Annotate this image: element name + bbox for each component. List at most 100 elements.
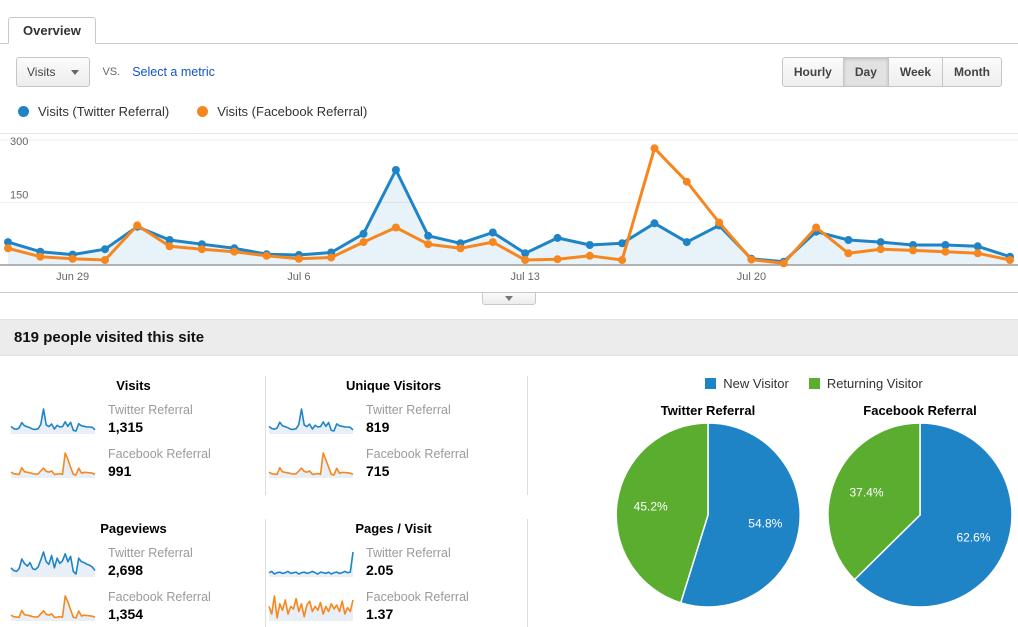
granularity-hourly[interactable]: Hourly: [781, 57, 844, 87]
legend-label: Returning Visitor: [826, 376, 923, 391]
unique-twitter-sparkline: [268, 408, 354, 434]
svg-text:300: 300: [10, 136, 28, 148]
legend-item-new-visitor: New Visitor: [705, 376, 789, 391]
pages-visit-twitter-sparkline: [268, 551, 354, 577]
svg-text:45.2%: 45.2%: [634, 499, 668, 513]
metric-block-pageviews: Pageviews Twitter Referral 2,698 Faceboo…: [8, 519, 266, 627]
metric-label: Facebook Referral: [108, 447, 211, 461]
metric-label: Facebook Referral: [366, 590, 469, 604]
metric-value: 819: [366, 419, 390, 435]
metric-value: 1,315: [108, 419, 144, 435]
metric-value: 991: [108, 463, 132, 479]
svg-text:Jul 13: Jul 13: [511, 271, 540, 283]
divider: [0, 133, 1018, 134]
metric-texts: Twitter Referral 819: [366, 403, 451, 435]
metric-title: Pageviews: [100, 521, 167, 536]
legend-dot-icon: [197, 106, 209, 117]
pageviews-twitter-sparkline: [10, 551, 96, 577]
chevron-down-icon: [71, 69, 80, 75]
chart-area: 150 300 Jun 29 Jul 6 Jul 13 Jul 20: [0, 134, 1018, 307]
metric-value: 2.05: [366, 562, 394, 578]
legend-label: Visits (Facebook Referral): [217, 104, 368, 119]
metric-selector-value: Visits: [27, 65, 56, 79]
twitter-visitor-type-pie: 54.8% 45.2%: [615, 422, 801, 608]
granularity-month[interactable]: Month: [943, 57, 1002, 87]
metric-row: Facebook Referral 1.37: [268, 590, 521, 622]
overview-metrics-section: Visits Twitter Referral 1,315 Facebook R…: [0, 356, 1018, 627]
metric-block-unique-visitors: Unique Visitors Twitter Referral 819 Fac…: [266, 376, 528, 495]
legend-label: Visits (Twitter Referral): [38, 104, 170, 119]
chevron-down-icon: [505, 296, 513, 301]
series-legend: Visits (Twitter Referral) Visits (Facebo…: [0, 87, 1018, 133]
granularity-toggle: Hourly Day Week Month: [781, 57, 1002, 87]
metric-row: Twitter Referral 2,698: [10, 546, 259, 578]
svg-text:150: 150: [10, 190, 28, 202]
legend-item-twitter: Visits (Twitter Referral): [18, 104, 169, 119]
metric-label: Twitter Referral: [366, 546, 451, 560]
metric-label: Facebook Referral: [366, 447, 469, 461]
metric-title: Unique Visitors: [345, 378, 442, 393]
legend-dot-icon: [18, 106, 29, 117]
visits-twitter-sparkline: [10, 408, 96, 434]
svg-text:Jul 20: Jul 20: [737, 271, 766, 283]
twitter-pie-box: Twitter Referral 54.8% 45.2%: [608, 403, 808, 615]
metric-row: Facebook Referral 715: [268, 447, 521, 479]
visitor-type-panel: New Visitor Returning Visitor Twitter Re…: [528, 376, 1018, 627]
metric-value: 1.37: [366, 606, 394, 622]
facebook-visitor-type-pie: 62.6% 37.4%: [827, 422, 1013, 608]
metric-title: Visits: [116, 378, 151, 393]
legend-label: New Visitor: [723, 376, 789, 391]
legend-item-returning-visitor: Returning Visitor: [808, 376, 923, 391]
metric-label: Facebook Referral: [108, 590, 211, 604]
pageviews-facebook-sparkline: [10, 595, 96, 621]
metric-value: 1,354: [108, 606, 144, 622]
visitor-type-legend: New Visitor Returning Visitor: [608, 376, 1018, 391]
metric-row: Twitter Referral 819: [268, 403, 521, 435]
visits-facebook-sparkline: [10, 452, 96, 478]
metric-row: Twitter Referral 2.05: [268, 546, 521, 578]
metric-texts: Twitter Referral 2.05: [366, 546, 451, 578]
pie-title: Facebook Referral: [863, 403, 977, 418]
tab-bar: Overview: [0, 0, 1018, 44]
svg-text:Jun 29: Jun 29: [56, 271, 89, 283]
metric-value: 715: [366, 463, 390, 479]
tab-overview-label: Overview: [23, 23, 81, 38]
tab-overview[interactable]: Overview: [8, 17, 96, 44]
chart-toolbar: Visits vs. Select a metric Hourly Day We…: [0, 44, 1018, 87]
pages-visit-facebook-sparkline: [268, 595, 354, 621]
visits-line-chart: 150 300 Jun 29 Jul 6 Jul 13 Jul 20: [0, 136, 1018, 283]
metric-texts: Twitter Referral 1,315: [108, 403, 193, 435]
legend-square-icon: [808, 378, 820, 389]
metrics-grid: Visits Twitter Referral 1,315 Facebook R…: [0, 376, 528, 627]
metric-controls: Visits vs. Select a metric: [16, 57, 215, 87]
metric-texts: Facebook Referral 991: [108, 447, 211, 479]
pie-title: Twitter Referral: [660, 403, 756, 418]
granularity-week[interactable]: Week: [888, 57, 944, 87]
svg-text:62.6%: 62.6%: [956, 530, 990, 544]
metric-selector-dropdown[interactable]: Visits: [16, 57, 91, 87]
visitors-summary: 819 people visited this site: [0, 319, 1018, 356]
vs-label: vs.: [102, 66, 121, 78]
metric-label: Twitter Referral: [366, 403, 451, 417]
pie-charts: Twitter Referral 54.8% 45.2% Facebook Ref…: [608, 403, 1018, 615]
svg-text:Jul 6: Jul 6: [287, 271, 310, 283]
legend-square-icon: [705, 378, 717, 389]
metric-texts: Facebook Referral 1,354: [108, 590, 211, 622]
svg-text:54.8%: 54.8%: [748, 517, 782, 531]
metric-row: Facebook Referral 1,354: [10, 590, 259, 622]
granularity-day[interactable]: Day: [843, 57, 889, 87]
metric-row: Twitter Referral 1,315: [10, 403, 259, 435]
facebook-pie-box: Facebook Referral 62.6% 37.4%: [820, 403, 1018, 615]
svg-text:37.4%: 37.4%: [849, 486, 883, 500]
metric-label: Twitter Referral: [108, 403, 193, 417]
select-metric-link[interactable]: Select a metric: [132, 65, 215, 79]
unique-facebook-sparkline: [268, 452, 354, 478]
collapse-chart-button[interactable]: [482, 292, 536, 305]
metric-block-pages-per-visit: Pages / Visit Twitter Referral 2.05 Face…: [266, 519, 528, 627]
legend-item-facebook: Visits (Facebook Referral): [197, 104, 367, 119]
metric-texts: Facebook Referral 715: [366, 447, 469, 479]
metric-block-visits: Visits Twitter Referral 1,315 Facebook R…: [8, 376, 266, 495]
chart-collapse-row: [0, 292, 1018, 307]
metric-texts: Twitter Referral 2,698: [108, 546, 193, 578]
metric-label: Twitter Referral: [108, 546, 193, 560]
